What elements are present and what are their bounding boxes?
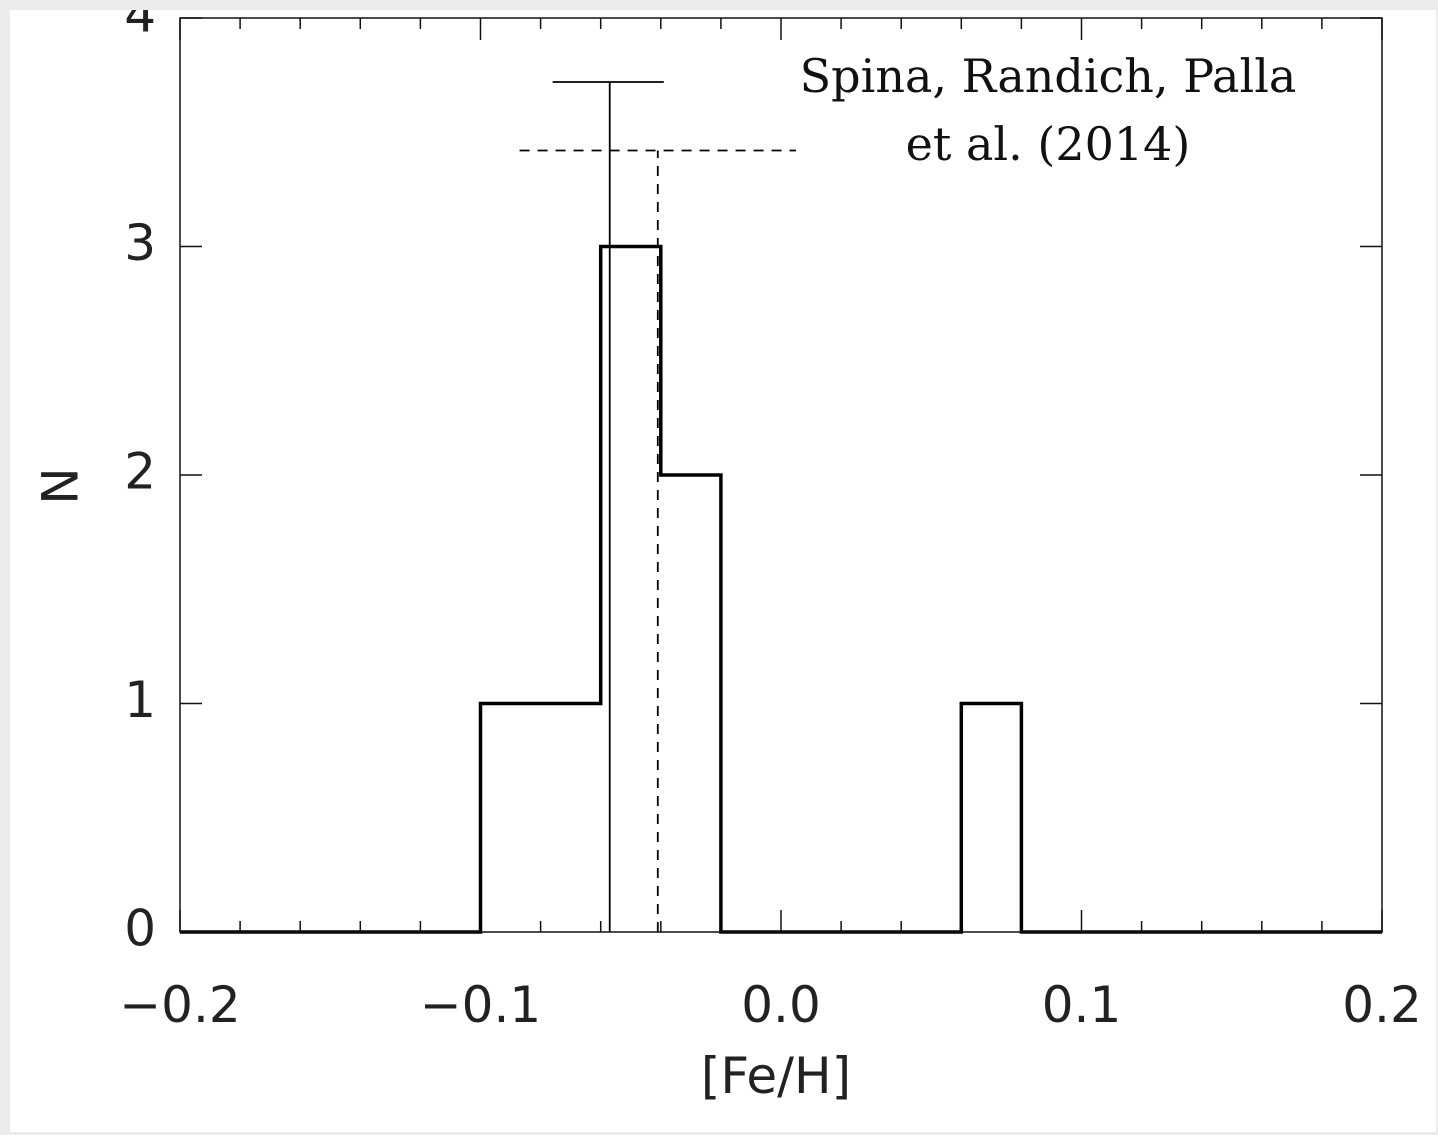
x-tick-label: 0.1 [1042,976,1122,1034]
y-tick-label: 4 [124,10,156,44]
y-axis-label: N [32,467,90,504]
reference-lines [519,81,797,932]
x-tick-label: 0.0 [741,976,821,1034]
x-tick-label: 0.2 [1342,976,1422,1034]
y-tick-label: 0 [124,900,156,958]
citation-line-1: Spina, Randich, Palla [800,49,1297,103]
histogram-chart: −0.2 −0.1 0.0 0.1 0.2 0 1 2 3 4 [Fe/H] N Spina, … [32,10,1422,1105]
x-tick-label: −0.1 [420,976,541,1034]
y-tick-labels: 0 1 2 3 4 [124,10,156,958]
tick-marks [179,17,1383,933]
y-tick-label: 1 [124,671,156,729]
y-tick-label: 2 [124,443,156,501]
x-axis-label: [Fe/H] [701,1047,851,1105]
plot-frame [179,17,1383,933]
y-tick-label: 3 [124,214,156,272]
citation-line-2: et al. (2014) [906,117,1191,171]
x-tick-labels: −0.2 −0.1 0.0 0.1 0.2 [119,976,1421,1034]
x-tick-label: −0.2 [119,976,240,1034]
figure: −0.2 −0.1 0.0 0.1 0.2 0 1 2 3 4 [Fe/H] N Spina, … [10,10,1436,1132]
histogram-outline [180,244,1382,934]
